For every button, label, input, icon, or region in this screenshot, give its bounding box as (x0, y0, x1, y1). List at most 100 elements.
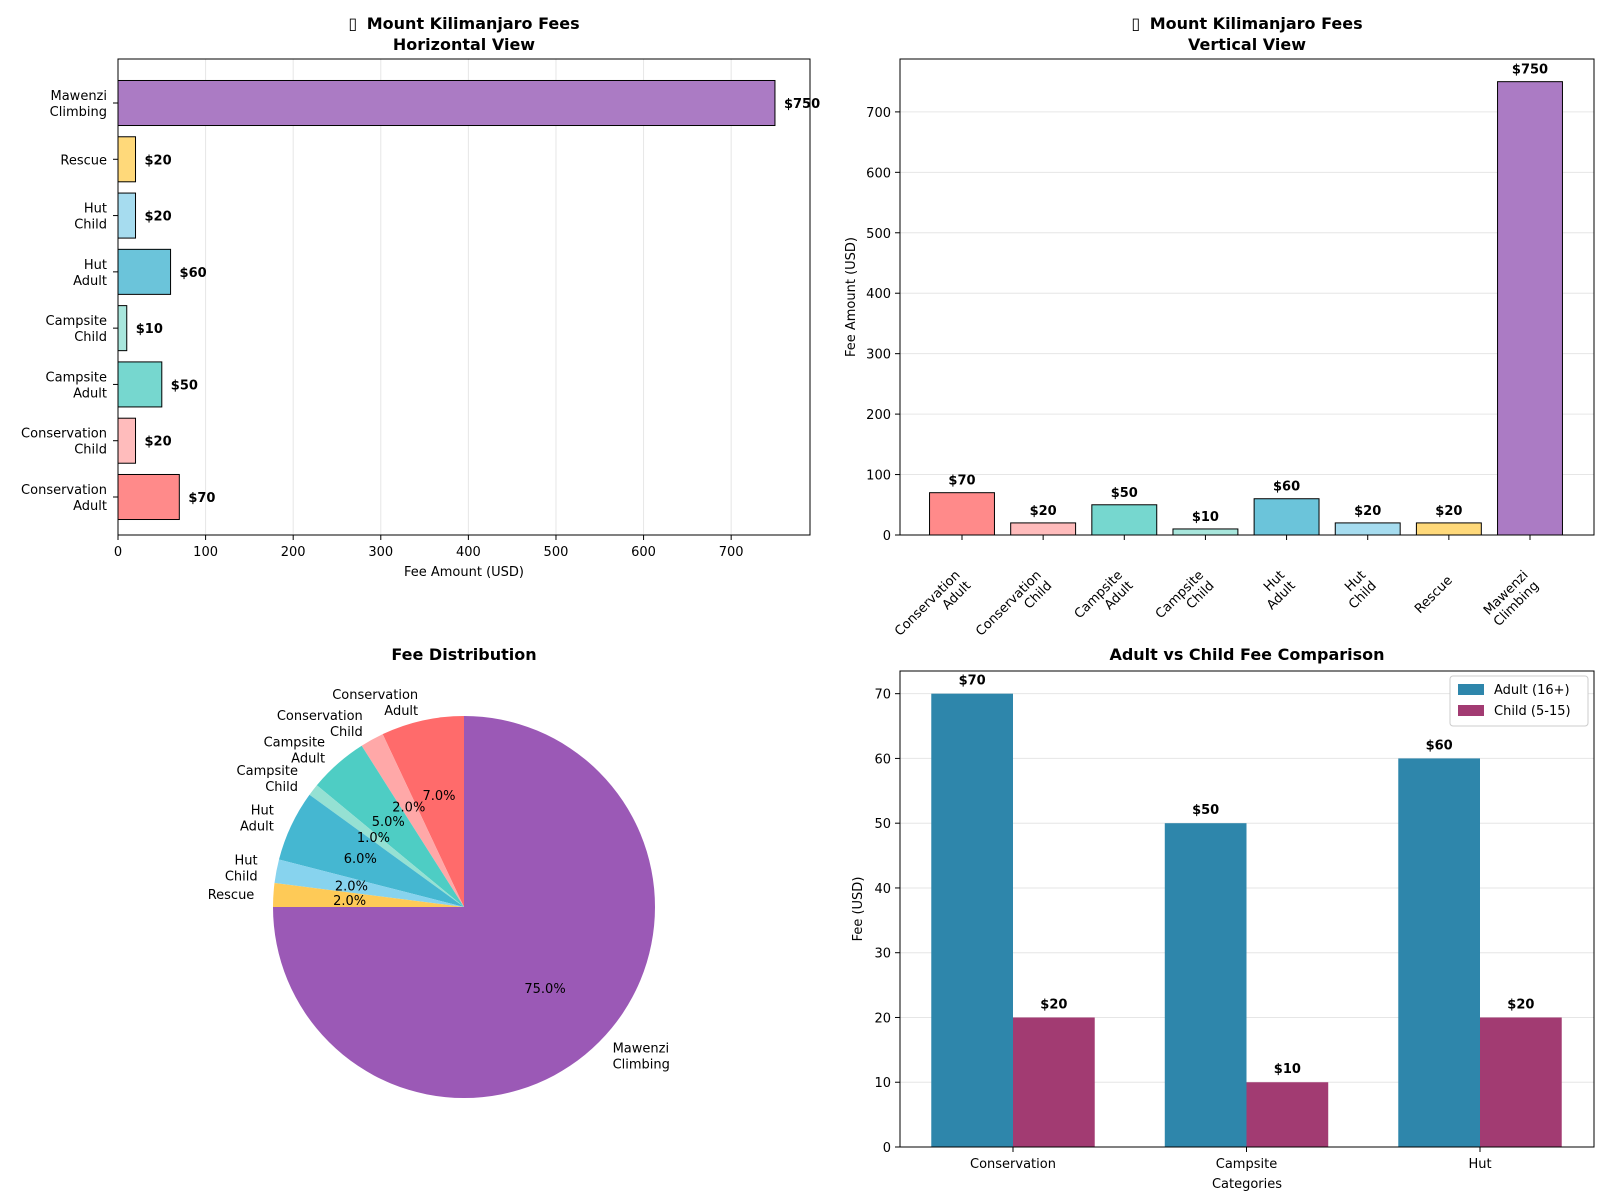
y-tick-label-campsite-child-line: Child (74, 330, 107, 345)
bar-conservation-child (1010, 522, 1077, 536)
x-tick-label: 200 (281, 545, 306, 560)
slice-label-conservation-child: Conservation Child (277, 709, 363, 740)
chart-title: ▯ Mount Kilimanjaro Fees (348, 14, 579, 33)
slice-label-rescue-line: Rescue (208, 888, 255, 903)
slice-label-mawenzi-climbing-line: Mawenzi (613, 1042, 670, 1057)
data-label-hut-adult: $60 (180, 266, 207, 281)
y-tick-label: 200 (866, 408, 891, 423)
slice-label-hut-adult-line: Hut (251, 804, 274, 819)
bar-campsite-adult (117, 361, 163, 408)
x-tick-label: 700 (719, 545, 744, 560)
y-tick-label: 30 (874, 947, 891, 962)
slice-label-campsite-child-line: Campsite (237, 764, 298, 779)
slice-label-campsite-child-line: Child (265, 780, 298, 795)
chart-subtitle: Vertical View (1188, 35, 1306, 54)
y-tick-label-conservation-adult: Conservation Adult (21, 483, 107, 514)
bar-hut-adult (1253, 498, 1320, 536)
slice-conservation-adult (382, 716, 464, 907)
data-label-child-5-15-conservation: $20 (1040, 997, 1067, 1012)
x-axis-label: Categories (1212, 1177, 1282, 1192)
bar-hut-child (1334, 522, 1401, 536)
slice-label-conservation-child-line: Conservation (277, 709, 363, 724)
y-tick-label-campsite-adult: Campsite Adult (46, 370, 107, 401)
slice-hut-child (274, 859, 464, 907)
grouped-bar-chart: Adult vs Child Fee Comparison $70 $20 $50 $… (851, 645, 1595, 1192)
chart-subtitle: Horizontal View (393, 35, 535, 54)
y-tick-label-conservation-adult-line: Adult (73, 499, 107, 514)
horizontal-bar-chart: ▯ Mount Kilimanjaro Fees Horizontal View… (21, 14, 820, 580)
slice-mawenzi-climbing (273, 716, 655, 1098)
bar-adult-16-conservation (931, 693, 1013, 1147)
bar-rescue (117, 136, 137, 183)
percent-label-hut-child: 2.0% (335, 880, 368, 895)
y-tick-label-hut-child: Hut Child (74, 202, 107, 233)
slice-label-mawenzi-climbing: Mawenzi Climbing (613, 1042, 670, 1073)
slice-campsite-adult (316, 745, 464, 907)
x-tick-label: 600 (631, 545, 656, 560)
data-label-campsite-child: $10 (1192, 510, 1219, 525)
title-icon: ▯ (1131, 14, 1140, 33)
data-label-rescue: $20 (145, 153, 172, 168)
x-tick-label-rescue-line: Rescue (1412, 573, 1456, 617)
y-tick-label-conservation-child-line: Child (74, 443, 107, 458)
x-tick-label-conservation: Conservation (970, 1157, 1056, 1172)
chart-title: Fee Distribution (391, 645, 536, 664)
chart-title: ▯ Mount Kilimanjaro Fees (1131, 14, 1362, 33)
plot-frame (899, 58, 1595, 536)
bar-rescue (1415, 522, 1482, 536)
bar-hut-child (117, 192, 137, 239)
bar-campsite-child (117, 305, 128, 352)
slice-conservation-child (361, 734, 464, 907)
slice-label-conservation-adult-line: Adult (384, 704, 418, 719)
y-tick-label: 300 (866, 348, 891, 363)
slice-label-conservation-adult: Conservation Adult (332, 688, 418, 719)
x-tick-label: 100 (193, 545, 218, 560)
y-tick-label-campsite-child-line: Campsite (46, 314, 107, 329)
x-tick-label-hut-child: HutChild (1335, 568, 1379, 612)
y-tick-label-mawenzi-climbing: Mawenzi Climbing (50, 89, 107, 120)
x-tick-label-rescue: Rescue (1412, 573, 1456, 617)
data-label-conservation-child: $20 (145, 435, 172, 450)
data-label-campsite-adult: $50 (171, 378, 198, 393)
plot-frame (117, 58, 811, 536)
y-tick-label-conservation-child: Conservation Child (21, 427, 107, 458)
x-tick-label: 0 (114, 545, 122, 560)
y-tick-label: 50 (874, 817, 891, 832)
bar-child-5-15-conservation (1013, 1017, 1095, 1147)
y-tick-label: 70 (874, 688, 891, 703)
slice-label-rescue: Rescue (208, 888, 255, 903)
data-label-mawenzi-climbing: $750 (1512, 63, 1548, 78)
x-tick-label-campsite: Campsite (1216, 1157, 1277, 1172)
slice-campsite-child (309, 785, 464, 907)
bar-adult-16-hut (1398, 758, 1480, 1147)
legend-label-child: Child (5-15) (1494, 704, 1571, 719)
y-tick-label: 0 (883, 529, 891, 544)
percent-label-campsite-child: 1.0% (357, 831, 390, 846)
slice-label-conservation-adult-line: Conservation (332, 688, 418, 703)
data-label-hut-child: $20 (1354, 504, 1381, 519)
data-label-adult-16-campsite: $50 (1192, 803, 1219, 818)
percent-label-campsite-adult: 5.0% (372, 815, 405, 830)
y-axis-label: Fee Amount (USD) (844, 237, 859, 357)
y-tick-label-hut-adult-line: Hut (84, 258, 107, 273)
legend-swatch-adult (1458, 684, 1484, 695)
y-tick-label-campsite-adult-line: Campsite (46, 370, 107, 385)
y-tick-label-hut-child-line: Child (74, 218, 107, 233)
y-axis-label: Fee (USD) (851, 877, 866, 942)
bar-hut-adult (117, 248, 172, 295)
x-tick-label-mawenzi-climbing: MawenziClimbing (1480, 568, 1542, 630)
data-label-conservation-child: $20 (1030, 504, 1057, 519)
y-tick-label-campsite-adult-line: Adult (73, 386, 107, 401)
slice-label-campsite-adult: Campsite Adult (264, 735, 325, 766)
x-tick-label: 500 (544, 545, 569, 560)
y-tick-label-hut-child-line: Hut (84, 202, 107, 217)
y-tick-label-mawenzi-climbing-line: Climbing (50, 105, 107, 120)
y-tick-label: 100 (866, 469, 891, 484)
percent-label-rescue: 2.0% (333, 894, 366, 909)
slice-label-conservation-child-line: Child (330, 725, 363, 740)
y-tick-label-hut-adult-line: Adult (73, 274, 107, 289)
x-tick-label-campsite-child: CampsiteChild (1153, 568, 1218, 633)
y-tick-label: 20 (874, 1011, 891, 1026)
x-tick-label: 400 (456, 545, 481, 560)
y-tick-label: 400 (866, 287, 891, 302)
